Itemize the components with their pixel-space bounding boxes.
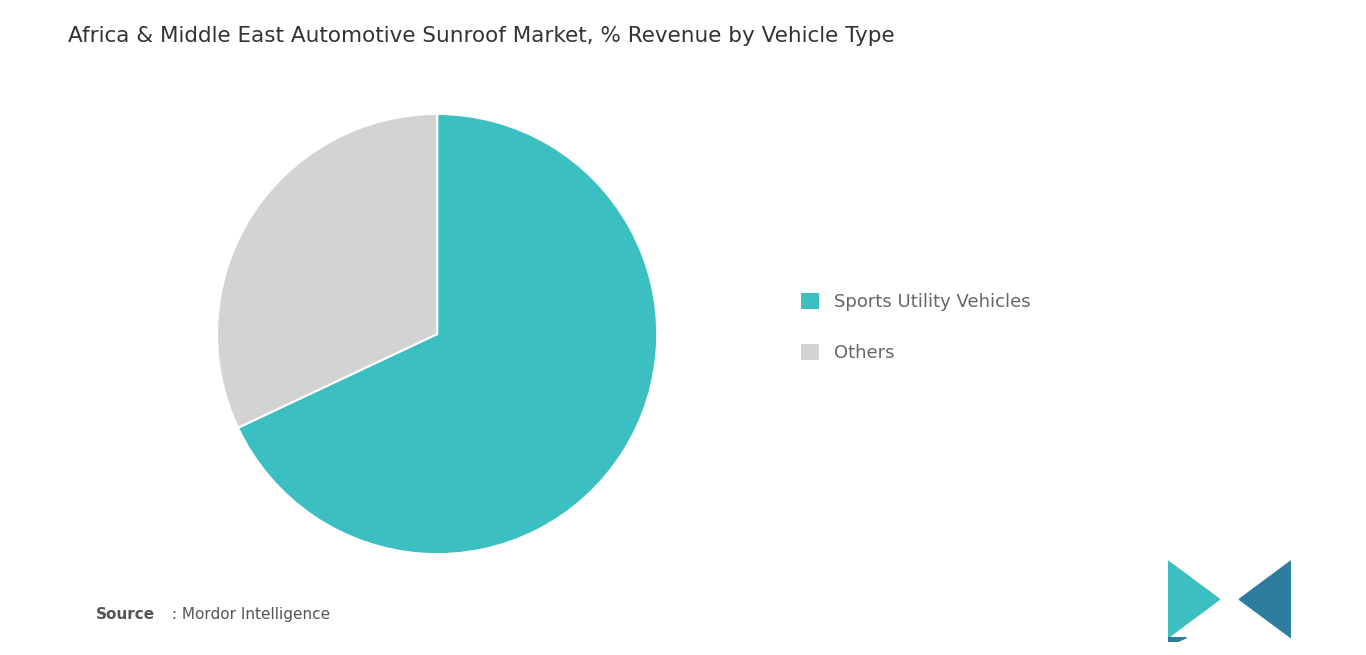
Polygon shape — [1168, 561, 1220, 638]
Text: : Mordor Intelligence: : Mordor Intelligence — [167, 607, 329, 622]
Polygon shape — [1239, 561, 1291, 638]
Polygon shape — [1168, 638, 1186, 646]
Wedge shape — [238, 114, 657, 554]
Wedge shape — [217, 114, 437, 428]
Text: Africa & Middle East Automotive Sunroof Market, % Revenue by Vehicle Type: Africa & Middle East Automotive Sunroof … — [68, 26, 895, 47]
Legend: Sports Utility Vehicles, Others: Sports Utility Vehicles, Others — [802, 293, 1030, 362]
Text: Source: Source — [96, 607, 154, 622]
